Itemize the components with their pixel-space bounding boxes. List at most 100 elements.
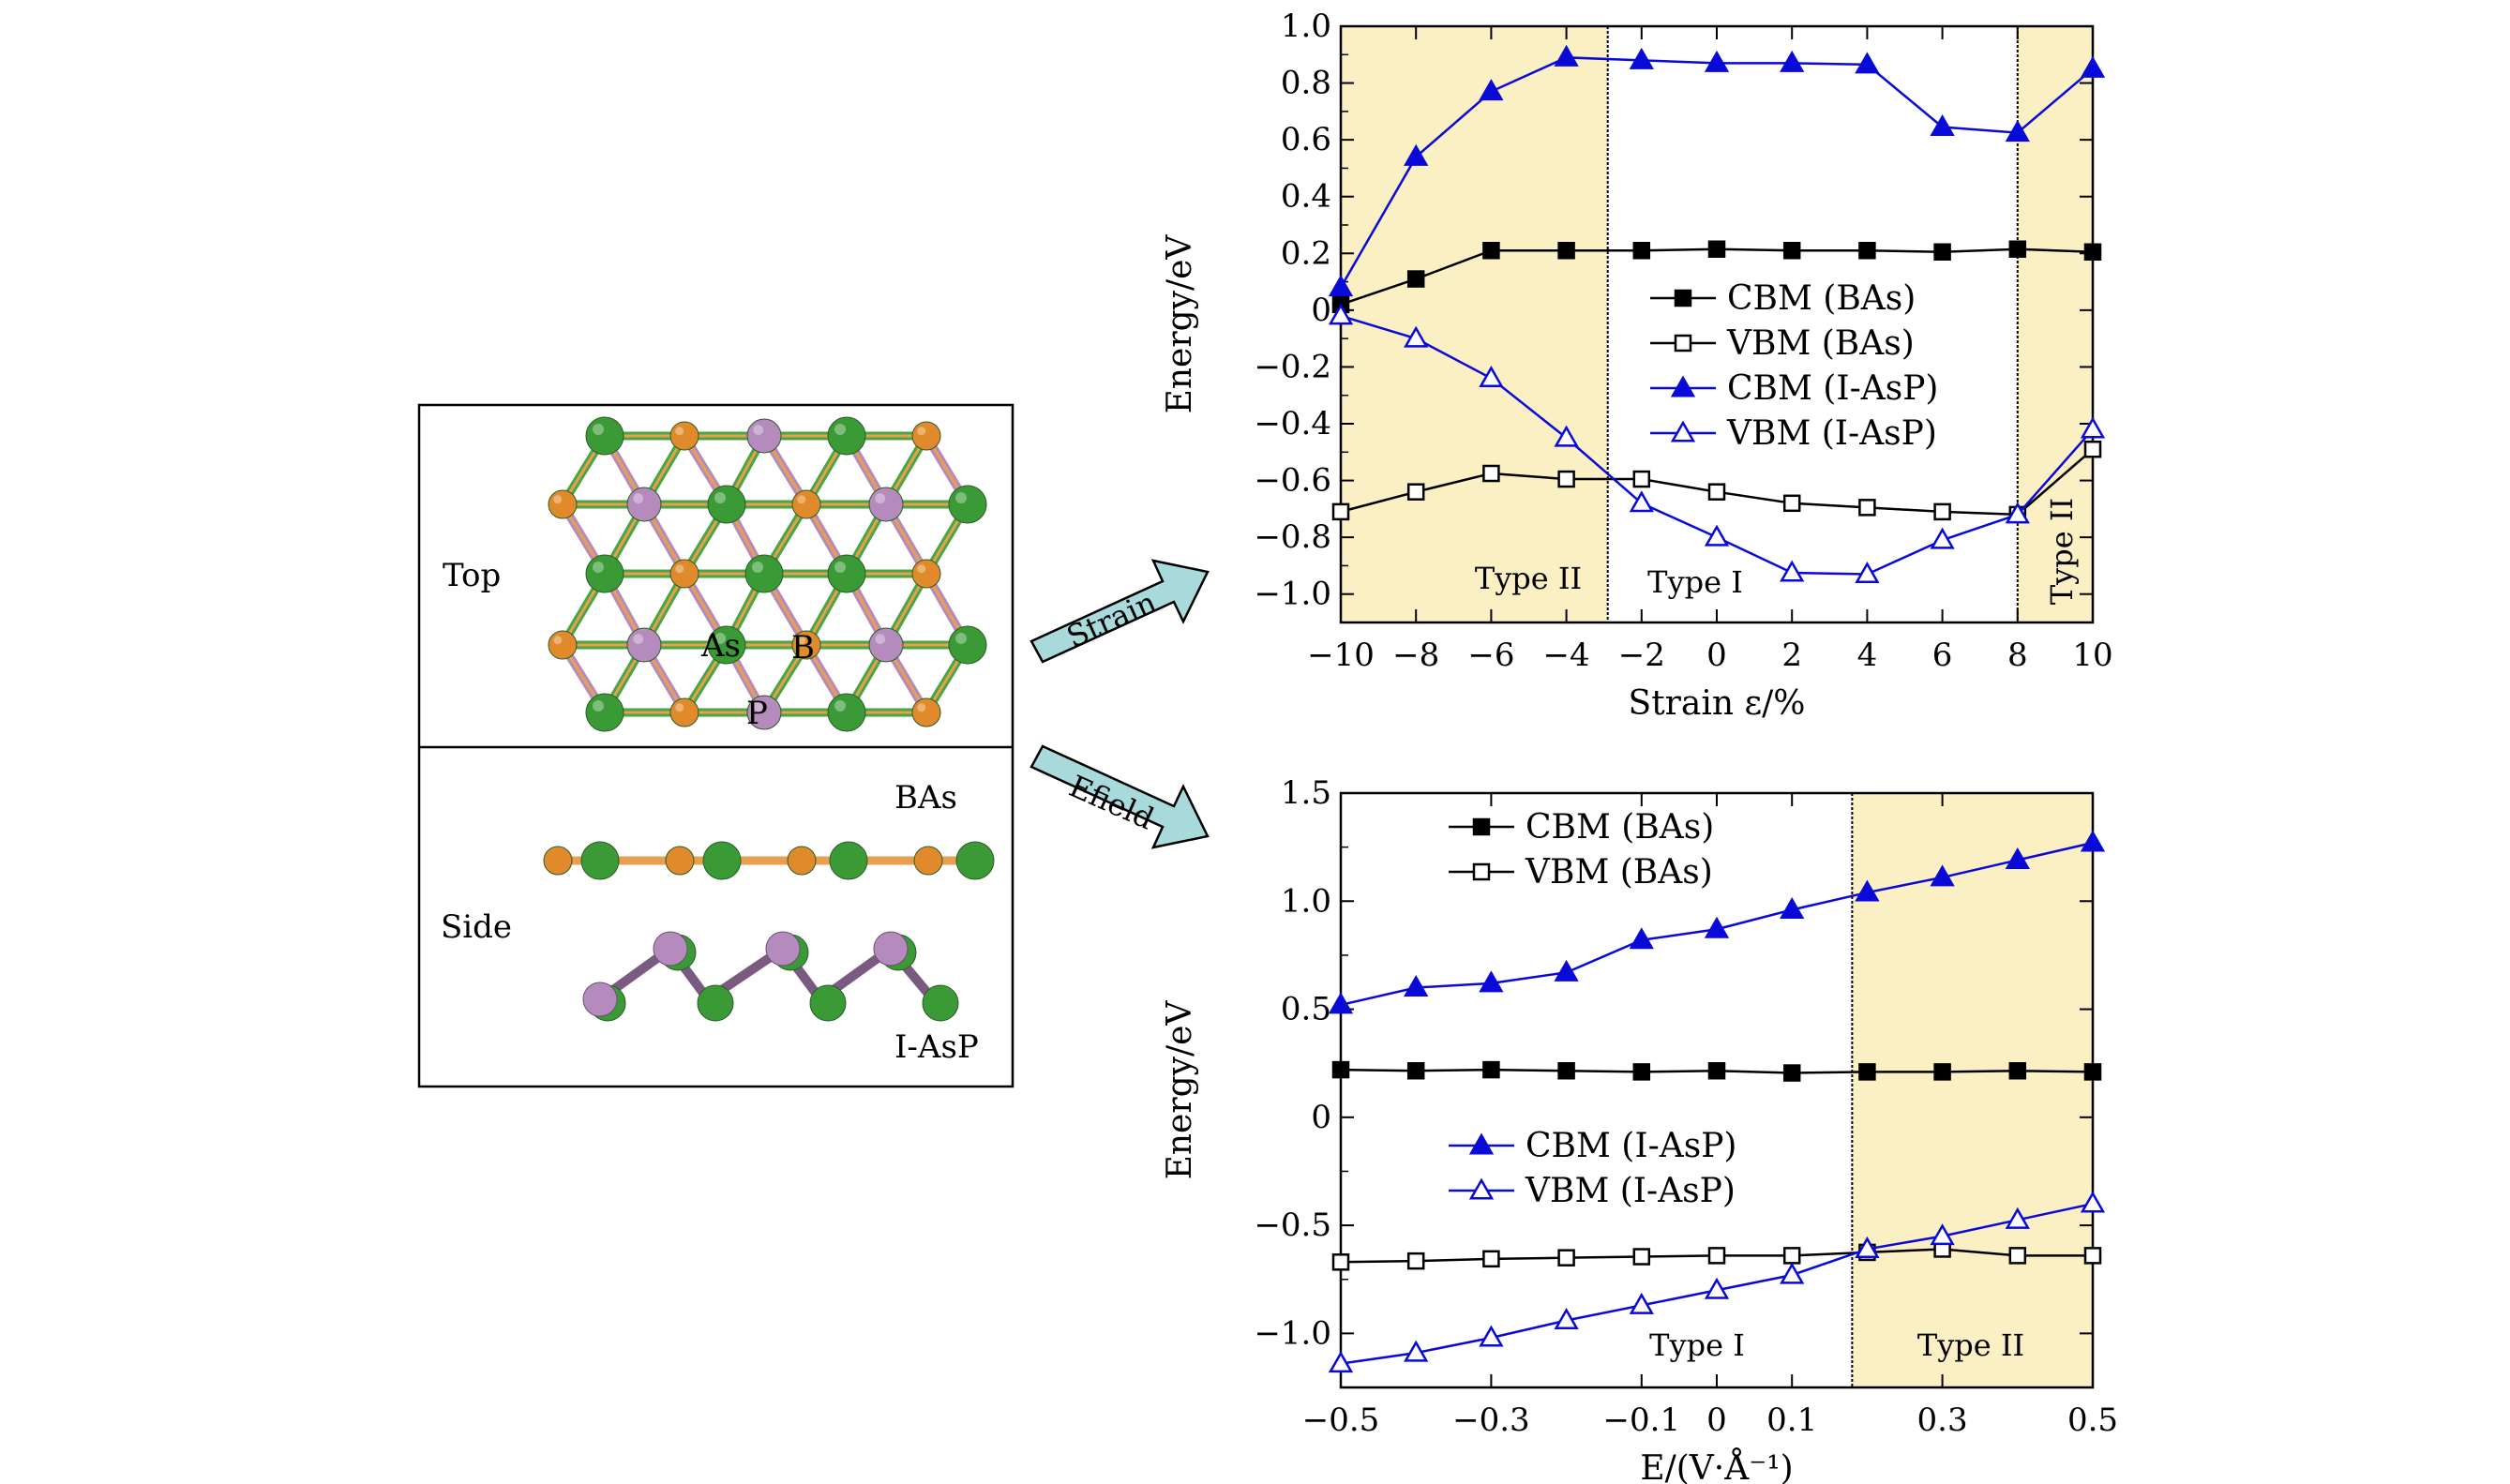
- layer-label-iasp: I-AsP: [894, 1028, 979, 1066]
- region-0: [1341, 793, 1853, 1387]
- side-atom-p: [653, 931, 688, 967]
- atom-shine: [675, 703, 684, 712]
- y-tick-label: −1.0: [1254, 1314, 1331, 1352]
- series-vbm-bas-: [1331, 1240, 2102, 1271]
- atom-shine: [633, 634, 644, 645]
- y-tick-label: 0: [1311, 292, 1331, 329]
- data-point: [1858, 1063, 1876, 1081]
- data-point: [1930, 113, 1955, 137]
- data-point: [2083, 1247, 2102, 1265]
- y-tick-label: 0.8: [1281, 65, 1331, 102]
- data-point: [1782, 242, 1801, 260]
- atom-shine: [797, 636, 806, 645]
- y-tick-label: −0.4: [1254, 405, 1331, 442]
- data-point: [1670, 375, 1696, 397]
- data-point: [2080, 55, 2106, 78]
- data-point: [2080, 830, 2106, 852]
- data-point: [1479, 970, 1504, 993]
- data-point: [1328, 275, 1354, 297]
- atom-shine: [553, 495, 563, 504]
- data-point: [1328, 992, 1354, 1014]
- atom-as: [827, 693, 866, 732]
- side-atom-as: [697, 984, 734, 1022]
- data-point: [1331, 1253, 1350, 1271]
- x-tick-label: 0.3: [1917, 1402, 1968, 1439]
- efield-arrow: Efield: [1030, 744, 1210, 849]
- layer-label-bas: BAs: [894, 779, 957, 817]
- y-tick-label: 0: [1311, 1099, 1331, 1136]
- data-point: [2008, 1247, 2027, 1265]
- legend-entry: VBM (I-AsP): [1650, 414, 1937, 453]
- legend-label: VBM (BAs): [1726, 324, 1915, 363]
- series-cbm-bas-: [1331, 1060, 2102, 1082]
- data-point: [1472, 817, 1491, 836]
- x-tick-label: −10: [1307, 637, 1375, 674]
- region-1: [1852, 793, 2093, 1387]
- legend-entry: CBM (BAs): [1650, 279, 1916, 318]
- data-point: [1707, 240, 1726, 258]
- data-point: [1933, 1063, 1951, 1081]
- legend-entry: CBM (I-AsP): [1449, 1127, 1736, 1165]
- data-point: [1704, 50, 1730, 72]
- data-point: [1670, 420, 1696, 442]
- atom-shine: [875, 493, 886, 504]
- data-point: [1782, 1247, 1801, 1265]
- data-point: [2008, 240, 2027, 258]
- x-tick-label: 0: [1706, 1402, 1727, 1439]
- data-point: [1557, 242, 1575, 260]
- data-point: [2080, 416, 2106, 439]
- side-atom-as: [809, 984, 847, 1022]
- atom-shine: [917, 564, 926, 574]
- atom-p: [868, 627, 904, 663]
- data-point: [1482, 464, 1500, 483]
- data-point: [2005, 847, 2030, 869]
- y-tick-label: 0.5: [1281, 991, 1331, 1028]
- data-point: [1855, 561, 1880, 584]
- atom-b: [911, 421, 941, 451]
- y-tick-label: 0.4: [1281, 178, 1331, 216]
- data-point: [2083, 243, 2102, 262]
- strain-arrow: Strain: [1030, 559, 1210, 664]
- y-axis-label: Energy/eV: [1161, 234, 1199, 414]
- x-tick-label: −4: [1543, 637, 1590, 674]
- data-point: [1557, 1062, 1575, 1080]
- data-point: [1404, 974, 1429, 997]
- x-tick-label: 2: [1781, 637, 1802, 674]
- data-point: [1707, 1247, 1726, 1265]
- data-point: [1780, 1262, 1805, 1284]
- efield-chart: Type I Type II 1.5 1.0 0.5 0 −0.5 −1.0 −0.5 −0.3…: [1161, 774, 2118, 1484]
- atom-p: [626, 627, 662, 663]
- atom-b: [669, 697, 699, 727]
- side-atom-as: [955, 841, 995, 880]
- data-point: [1479, 79, 1504, 101]
- data-point: [1782, 494, 1801, 513]
- data-point: [1629, 490, 1654, 513]
- data-point: [1406, 270, 1425, 288]
- x-tick-label: 4: [1857, 637, 1878, 674]
- efield-chart-regions: Type I Type II: [1341, 793, 2093, 1387]
- atom-shine: [593, 700, 604, 712]
- atom-as: [707, 485, 746, 524]
- data-point: [1331, 502, 1350, 521]
- data-point: [1554, 1308, 1579, 1330]
- x-tick-label: 0.5: [2067, 1402, 2118, 1439]
- structure-panel: Top Side As B P BAs I-AsP: [417, 403, 1015, 1088]
- series-vbm-i-asp-: [1328, 1191, 2106, 1373]
- top-view-lattice: [548, 416, 987, 732]
- data-point: [1404, 143, 1429, 166]
- y-tick-label: 1.5: [1281, 774, 1331, 812]
- strain-chart-series: [1328, 44, 2106, 584]
- x-tick-label: −0.5: [1302, 1402, 1380, 1439]
- region-1: [1607, 26, 2018, 622]
- data-point: [1404, 325, 1429, 348]
- side-atom-b: [665, 846, 695, 876]
- data-point: [1479, 366, 1504, 388]
- legend-label: CBM (BAs): [1727, 279, 1916, 318]
- data-point: [1780, 560, 1805, 582]
- atom-b: [911, 559, 941, 589]
- atom-label-b: B: [791, 629, 815, 667]
- data-point: [1328, 1351, 1354, 1373]
- strain-chart-regions: Type II Type I Type II: [1341, 26, 2093, 622]
- efield-chart-axes: 1.5 1.0 0.5 0 −0.5 −1.0 −0.5 −0.3 −0.1 0 0.1 0.3 0.5…: [1161, 774, 2118, 1484]
- legend-label: CBM (I-AsP): [1526, 1127, 1736, 1165]
